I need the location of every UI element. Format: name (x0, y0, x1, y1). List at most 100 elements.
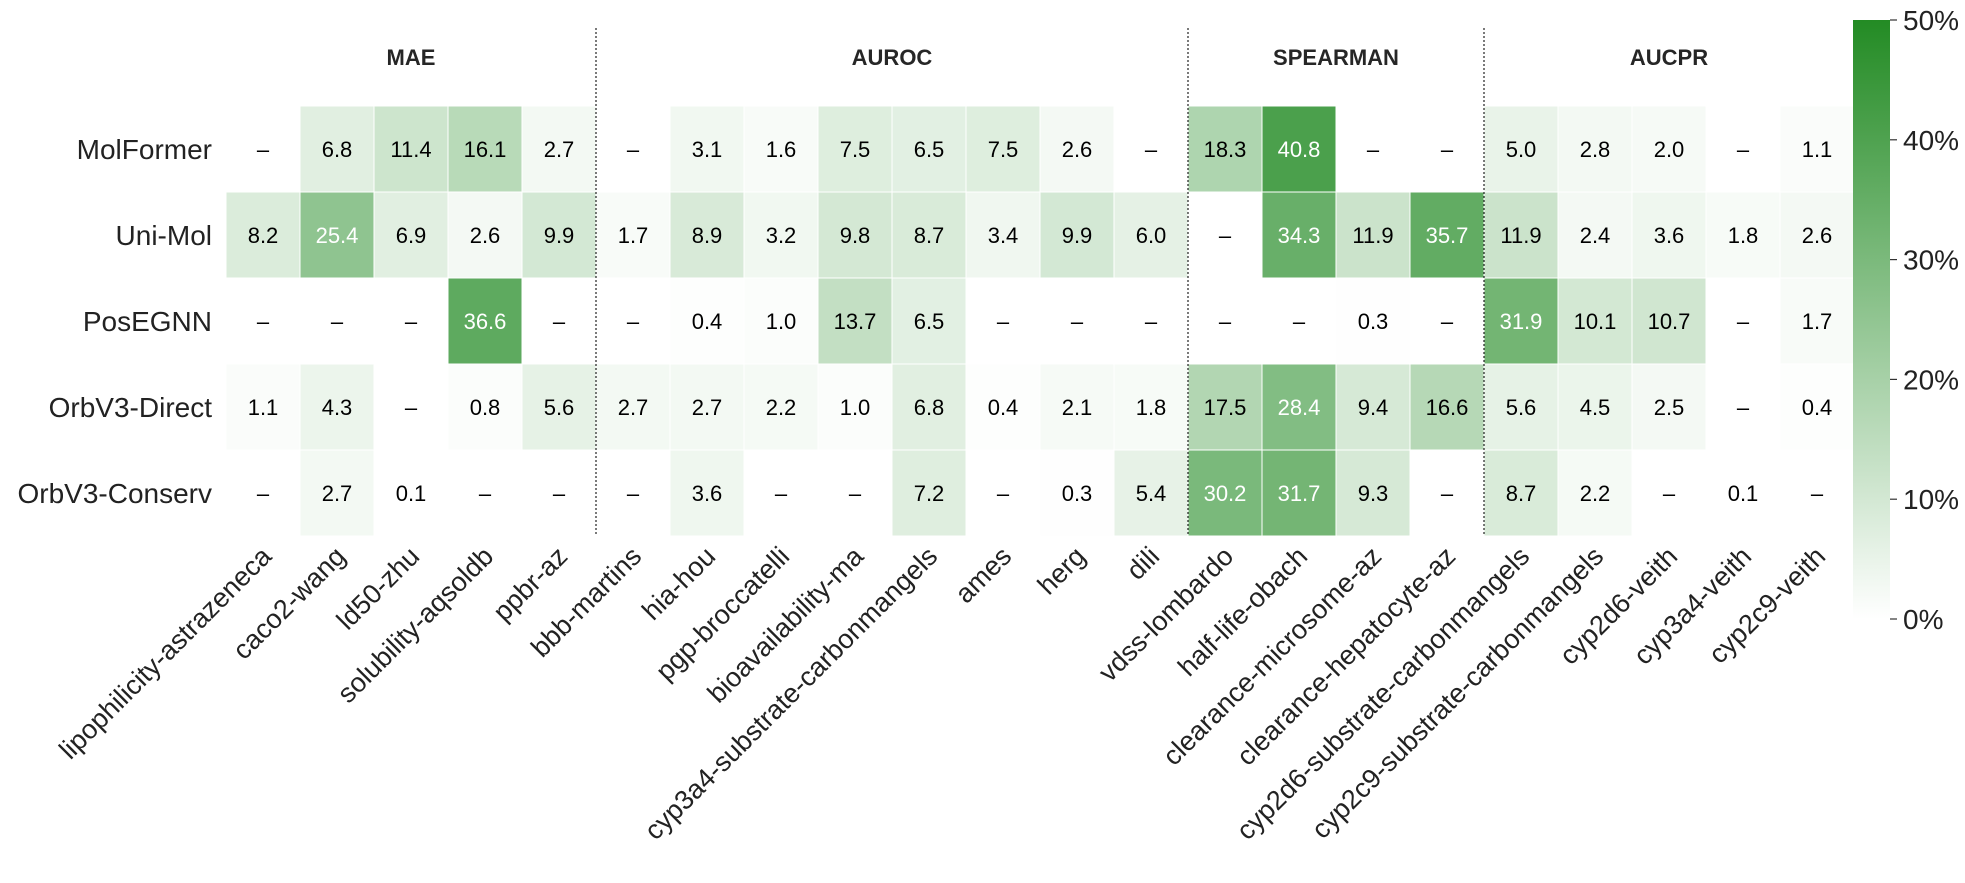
heatmap-cell (1631, 363, 1707, 451)
column-label: herg (1032, 541, 1091, 600)
cell-value-label: 34.3 (1278, 223, 1321, 248)
cell-value-label: 3.1 (692, 137, 723, 162)
column-label: ames (949, 541, 1017, 609)
row-label: OrbV3-Direct (49, 392, 213, 423)
cell-value-label: – (1145, 309, 1158, 334)
heatmap-cell (669, 105, 745, 193)
cell-value-label: 25.4 (316, 223, 359, 248)
group-label: MAE (387, 45, 436, 70)
cell-value-label: 2.6 (470, 223, 501, 248)
cell-value-label: 13.7 (834, 309, 877, 334)
cell-value-label: 5.6 (544, 395, 575, 420)
cell-value-label: – (331, 309, 344, 334)
cell-value-label: 28.4 (1278, 395, 1321, 420)
heatmap-cell (521, 191, 597, 279)
cell-value-label: 17.5 (1204, 395, 1247, 420)
cell-value-label: – (627, 137, 640, 162)
heatmap-cell (1779, 105, 1855, 193)
cell-value-label: 2.7 (322, 481, 353, 506)
cell-value-label: 0.4 (692, 309, 723, 334)
heatmap-cell (1261, 363, 1337, 451)
heatmap-cell (1483, 105, 1559, 193)
heatmap-cell (1113, 449, 1189, 537)
group-label: AUCPR (1630, 45, 1708, 70)
cell-value-label: 2.2 (766, 395, 797, 420)
cell-value-label: 1.7 (1802, 309, 1833, 334)
heatmap-cell (669, 449, 745, 537)
heatmap-cell (1705, 191, 1781, 279)
cell-value-label: 40.8 (1278, 137, 1321, 162)
heatmap-cell (1631, 191, 1707, 279)
cell-value-label: – (1811, 481, 1824, 506)
heatmap-cell (299, 191, 375, 279)
cell-value-label: – (257, 481, 270, 506)
row-label: Uni-Mol (116, 220, 212, 251)
heatmap-cell (521, 105, 597, 193)
cell-value-label: 9.3 (1358, 481, 1389, 506)
cell-value-label: – (775, 481, 788, 506)
cell-value-label: – (553, 481, 566, 506)
colorbar-tick-label: 50% (1903, 5, 1959, 36)
cell-value-label: 7.5 (988, 137, 1019, 162)
cell-value-label: 8.7 (1506, 481, 1537, 506)
heatmap-cell (1483, 363, 1559, 451)
column-label: pgp-broccatelli (650, 541, 795, 686)
row-labels: MolFormer Uni-Mol PosEGNN OrbV3-Direct OrbV3… (17, 134, 212, 509)
cell-value-label: 1.0 (840, 395, 871, 420)
cell-value-label: 16.6 (1426, 395, 1469, 420)
cell-value-label: 7.5 (840, 137, 871, 162)
cell-value-label: 2.0 (1654, 137, 1685, 162)
column-label: vdss-lombardo (1093, 541, 1239, 687)
cell-value-label: 10.7 (1648, 309, 1691, 334)
cell-value-label: – (405, 309, 418, 334)
cell-value-label: 1.1 (1802, 137, 1833, 162)
cell-value-label: 0.8 (470, 395, 501, 420)
row-label: OrbV3-Conserv (17, 478, 212, 509)
heatmap-cell (1705, 449, 1781, 537)
heatmap-cell (965, 363, 1041, 451)
heatmap-cell (817, 363, 893, 451)
group-separators (595, 28, 1485, 536)
heatmap-cell (521, 363, 597, 451)
column-label: dili (1121, 541, 1166, 586)
colorbar-tick-label: 20% (1903, 364, 1959, 395)
heatmap-cell (743, 105, 819, 193)
heatmap-cell (1261, 449, 1337, 537)
heatmap-cell (891, 277, 967, 365)
cell-value-label: – (1441, 481, 1454, 506)
cell-value-label: 4.5 (1580, 395, 1611, 420)
cell-value-label: 8.2 (248, 223, 279, 248)
cell-value-label: – (997, 309, 1010, 334)
cell-value-label: – (257, 137, 270, 162)
cell-value-label: 1.1 (248, 395, 279, 420)
cell-value-label: 5.0 (1506, 137, 1537, 162)
heatmap-cell (1557, 277, 1633, 365)
heatmap-cell (373, 191, 449, 279)
heatmap-cell (299, 105, 375, 193)
cell-value-label: 6.8 (322, 137, 353, 162)
cell-value-label: 36.6 (464, 309, 507, 334)
colorbar-tick-label: 10% (1903, 484, 1959, 515)
cell-value-label: 1.8 (1136, 395, 1167, 420)
heatmap-cell (447, 191, 523, 279)
cell-value-label: 2.4 (1580, 223, 1611, 248)
cell-value-label: 6.5 (914, 137, 945, 162)
heatmap-cell (1631, 277, 1707, 365)
cell-value-label: – (1219, 223, 1232, 248)
cell-value-label: – (405, 395, 418, 420)
row-label: PosEGNN (83, 306, 212, 337)
cell-value-label: 11.9 (1500, 223, 1541, 248)
cell-value-label: – (553, 309, 566, 334)
cell-value-label: 2.2 (1580, 481, 1611, 506)
cell-value-label: 11.4 (390, 137, 431, 162)
heatmap-cell (669, 277, 745, 365)
heatmap-cell (373, 105, 449, 193)
colorbar-gradient (1853, 20, 1890, 619)
heatmap-cell (891, 449, 967, 537)
heatmap-cell (1483, 449, 1559, 537)
cell-value-label: 2.6 (1062, 137, 1093, 162)
cell-value-label: 11.9 (1352, 223, 1393, 248)
cell-value-label: – (1737, 309, 1750, 334)
cell-value-label: – (1441, 309, 1454, 334)
heatmap-cell (1631, 105, 1707, 193)
